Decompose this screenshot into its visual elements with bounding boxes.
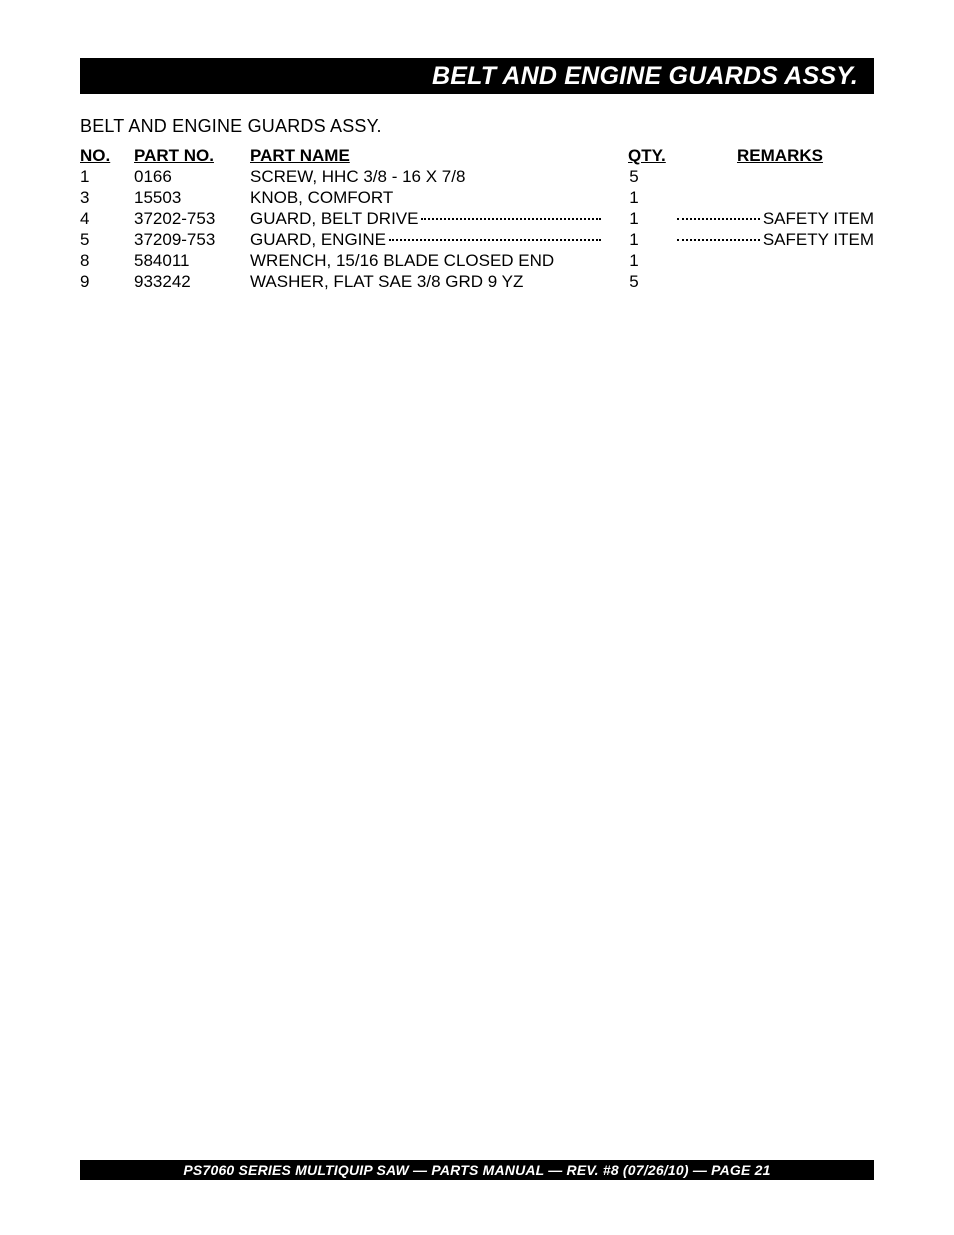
cell-no: 9 [80, 271, 134, 292]
cell-part-no: 15503 [134, 187, 250, 208]
cell-part-no: 933242 [134, 271, 250, 292]
cell-remarks-text: SAFETY ITEM [763, 229, 874, 250]
parts-table: NO. PART NO. PART NAME QTY. REMARKS 1016… [80, 145, 874, 292]
leader-dots [677, 218, 760, 220]
table-row: 537209-753GUARD, ENGINE 1 SAFETY ITEM [80, 229, 874, 250]
table-row: 437202-753GUARD, BELT DRIVE 1 SAFETY ITEM [80, 208, 874, 229]
cell-part-name-text: GUARD, BELT DRIVE [250, 208, 418, 229]
cell-part-name: KNOB, COMFORT [250, 187, 604, 208]
col-header-part-no: PART NO. [134, 145, 250, 166]
page: BELT AND ENGINE GUARDS ASSY. BELT AND EN… [0, 0, 954, 1235]
leader-dots [677, 239, 760, 241]
cell-part-name-text: KNOB, COMFORT [250, 187, 393, 208]
cell-qty: 5 [604, 271, 674, 292]
cell-part-no: 37209-753 [134, 229, 250, 250]
col-header-remarks: REMARKS [674, 145, 874, 166]
cell-no: 5 [80, 229, 134, 250]
cell-remarks: SAFETY ITEM [674, 208, 874, 229]
table-row: 315503KNOB, COMFORT 1 [80, 187, 874, 208]
cell-qty: 1 [604, 208, 674, 229]
cell-part-name: GUARD, ENGINE [250, 229, 604, 250]
cell-part-name: GUARD, BELT DRIVE [250, 208, 604, 229]
cell-qty: 1 [604, 229, 674, 250]
cell-part-no: 0166 [134, 166, 250, 187]
footer-bar: PS7060 SERIES MULTIQUIP SAW — PARTS MANU… [80, 1160, 874, 1180]
cell-no: 8 [80, 250, 134, 271]
cell-part-no: 584011 [134, 250, 250, 271]
section-subtitle: BELT AND ENGINE GUARDS ASSY. [80, 116, 382, 137]
col-header-part-name-text: PART NAME [250, 145, 350, 166]
cell-no: 3 [80, 187, 134, 208]
cell-part-no: 37202-753 [134, 208, 250, 229]
col-header-remarks-text: REMARKS [737, 145, 823, 166]
cell-remarks: SAFETY ITEM [674, 229, 874, 250]
col-header-qty: QTY. [604, 145, 674, 166]
cell-qty: 5 [604, 166, 674, 187]
cell-part-name-text: WASHER, FLAT SAE 3/8 GRD 9 YZ [250, 271, 523, 292]
cell-remarks-text: SAFETY ITEM [763, 208, 874, 229]
cell-part-name: SCREW, HHC 3/8 - 16 X 7/8 [250, 166, 604, 187]
table-row: 10166SCREW, HHC 3/8 - 16 X 7/8 5 [80, 166, 874, 187]
cell-part-name: WASHER, FLAT SAE 3/8 GRD 9 YZ [250, 271, 604, 292]
cell-part-name-text: WRENCH, 15/16 BLADE CLOSED END [250, 250, 554, 271]
cell-part-name: WRENCH, 15/16 BLADE CLOSED END [250, 250, 604, 271]
page-title: BELT AND ENGINE GUARDS ASSY. [432, 62, 858, 90]
leader-dots [421, 218, 601, 220]
cell-qty: 1 [604, 250, 674, 271]
title-bar: BELT AND ENGINE GUARDS ASSY. [80, 58, 874, 94]
table-header-row: NO. PART NO. PART NAME QTY. REMARKS [80, 145, 874, 166]
cell-qty: 1 [604, 187, 674, 208]
table-row: 8584011WRENCH, 15/16 BLADE CLOSED END 1 [80, 250, 874, 271]
table-row: 9933242WASHER, FLAT SAE 3/8 GRD 9 YZ 5 [80, 271, 874, 292]
cell-part-name-text: GUARD, ENGINE [250, 229, 386, 250]
cell-no: 4 [80, 208, 134, 229]
cell-part-name-text: SCREW, HHC 3/8 - 16 X 7/8 [250, 166, 465, 187]
cell-no: 1 [80, 166, 134, 187]
leader-dots [389, 239, 601, 241]
footer-text: PS7060 SERIES MULTIQUIP SAW — PARTS MANU… [183, 1162, 770, 1178]
col-header-part-name: PART NAME [250, 145, 604, 166]
col-header-no: NO. [80, 145, 134, 166]
